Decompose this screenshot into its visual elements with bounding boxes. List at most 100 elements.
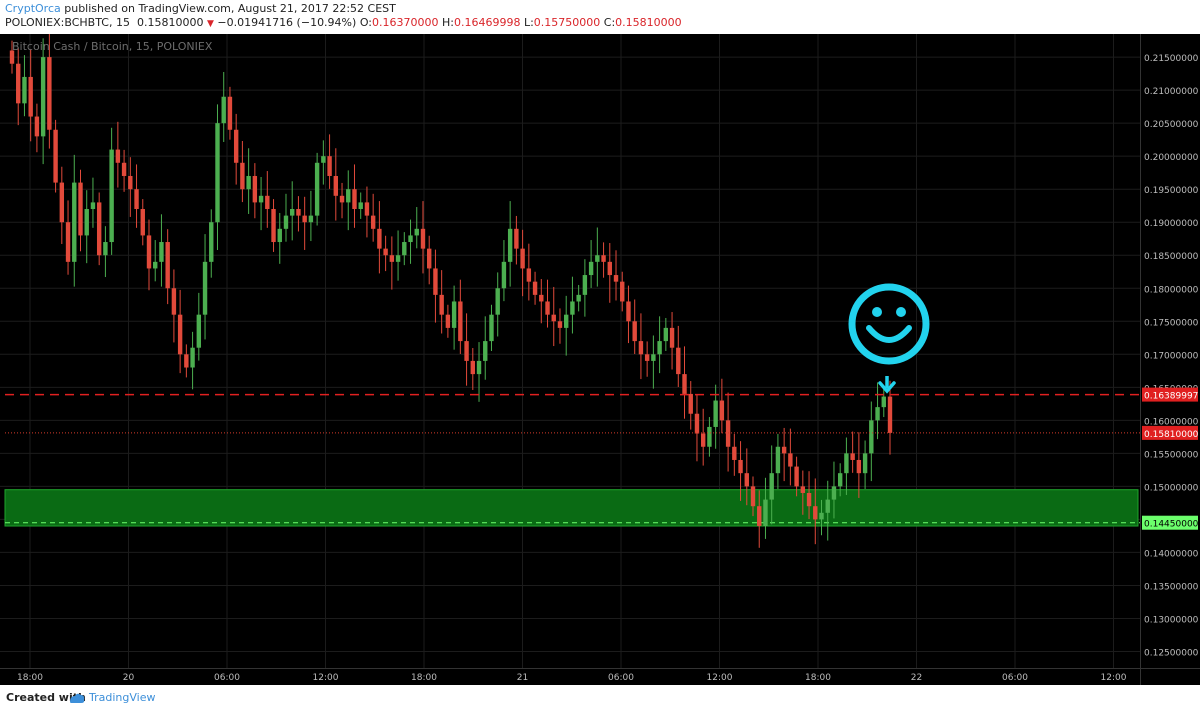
candle-body: [837, 473, 843, 487]
y-tick-label: 0.15500000: [1144, 450, 1199, 460]
candle-body: [775, 446, 781, 474]
candle-body: [825, 499, 830, 513]
x-tick-label: 22: [911, 673, 922, 683]
candle-body: [501, 261, 507, 289]
candle-body: [526, 268, 532, 282]
y-tick-label: 0.18500000: [1144, 252, 1199, 262]
candle-body: [700, 433, 706, 447]
candle-body: [395, 255, 401, 262]
candle-body: [507, 228, 513, 262]
header: CryptOrca published on TradingView.com, …: [0, 0, 1200, 34]
candle-body: [483, 341, 488, 361]
candle-body: [862, 453, 868, 474]
candle-body: [22, 76, 27, 104]
y-tick-label: 0.17500000: [1144, 318, 1199, 328]
ohlc-line: POLONIEX:BCHBTC, 15 0.15810000 ▼ −0.0194…: [5, 16, 682, 31]
grid-lines: [0, 34, 1200, 685]
candle-body: [844, 453, 849, 474]
resistance-price-tag-bg: [1142, 387, 1198, 402]
price-lines: [5, 393, 1140, 434]
candle-body: [769, 473, 774, 500]
candle-body: [96, 202, 102, 256]
support-price-tag-bg: [1142, 515, 1198, 530]
candle-body: [458, 301, 463, 342]
candle-body: [713, 400, 718, 427]
candle-body: [819, 512, 824, 520]
price-chart[interactable]: 0.12500000 0.13000000 0.13500000 0.14000000…: [0, 34, 1200, 685]
candle-body: [688, 393, 693, 414]
y-tick-label: 0.15000000: [1144, 483, 1199, 493]
candle-body: [445, 314, 451, 328]
candle-body: [383, 248, 388, 256]
candle-body: [514, 228, 519, 249]
low-value: 0.15750000: [533, 16, 601, 29]
candle-body: [532, 281, 538, 295]
candle-body: [495, 288, 500, 315]
candle-body: [252, 175, 258, 203]
candle-body: [663, 327, 669, 342]
y-tick-label: 0.14000000: [1144, 549, 1199, 559]
candle-body: [171, 288, 177, 315]
candle-body: [626, 301, 631, 322]
y-tick-label: 0.19000000: [1144, 219, 1199, 229]
annotations: [848, 283, 930, 394]
x-tick-label: 12:00: [313, 673, 339, 683]
candle-body: [184, 354, 189, 368]
candle-body: [607, 261, 612, 276]
candle-body: [283, 215, 289, 229]
candle-body: [539, 294, 544, 302]
tradingview-link[interactable]: TradingView: [89, 691, 156, 704]
candle-body: [314, 162, 320, 216]
candle-body: [657, 341, 662, 355]
candle-body: [676, 347, 681, 375]
candle-body: [402, 242, 407, 256]
y-tick-label: 0.20000000: [1144, 153, 1199, 163]
candle-body: [694, 413, 700, 434]
candle-body: [682, 374, 687, 394]
candle-body: [813, 506, 818, 520]
candle-body: [869, 420, 874, 454]
smiley-face-icon: [848, 283, 930, 365]
candle-body: [296, 209, 301, 216]
y-tick-label: 0.13000000: [1144, 615, 1199, 625]
chart-title: Bitcoin Cash / Bitcoin, 15, POLONIEX: [12, 40, 213, 53]
candle-body: [333, 175, 339, 196]
candle-body: [134, 189, 139, 210]
candle-body: [881, 396, 886, 408]
candle-body: [358, 202, 363, 210]
candle-body: [719, 400, 725, 421]
x-tick-label: 18:00: [805, 673, 831, 683]
candle-body: [389, 255, 395, 262]
candle-body: [588, 261, 594, 276]
support-zone: [4, 489, 1140, 527]
candle-body: [227, 96, 233, 130]
candle-body: [638, 341, 644, 355]
candle-body: [90, 202, 96, 210]
candle-body: [620, 281, 625, 302]
candle-body: [153, 261, 158, 269]
smiley-mouth: [866, 325, 912, 343]
candle-body: [233, 129, 239, 163]
candle-body: [34, 116, 40, 137]
high-value: 0.16469998: [453, 16, 521, 29]
author-link[interactable]: CryptOrca: [5, 2, 61, 15]
candle-body: [302, 215, 307, 223]
candle-body: [240, 162, 245, 190]
chart-area[interactable]: 0.12500000 0.13000000 0.13500000 0.14000000…: [0, 34, 1200, 685]
candle-body: [707, 426, 712, 447]
x-tick-label: 12:00: [707, 673, 733, 683]
candle-body: [146, 235, 152, 269]
created-with-label: Created with: [6, 691, 86, 704]
candle-body: [128, 175, 133, 190]
candle-body: [470, 360, 475, 375]
candle-body: [744, 473, 749, 487]
candle-body: [757, 506, 762, 527]
candle-body: [408, 235, 413, 243]
down-arrow-icon: [878, 381, 896, 394]
y-tick-label: 0.18000000: [1144, 285, 1199, 295]
candle-body: [78, 182, 83, 236]
y-tick-label: 0.17000000: [1144, 351, 1199, 361]
candle-body: [258, 195, 264, 203]
candle-body: [72, 182, 77, 262]
x-tick-label: 20: [123, 673, 135, 683]
